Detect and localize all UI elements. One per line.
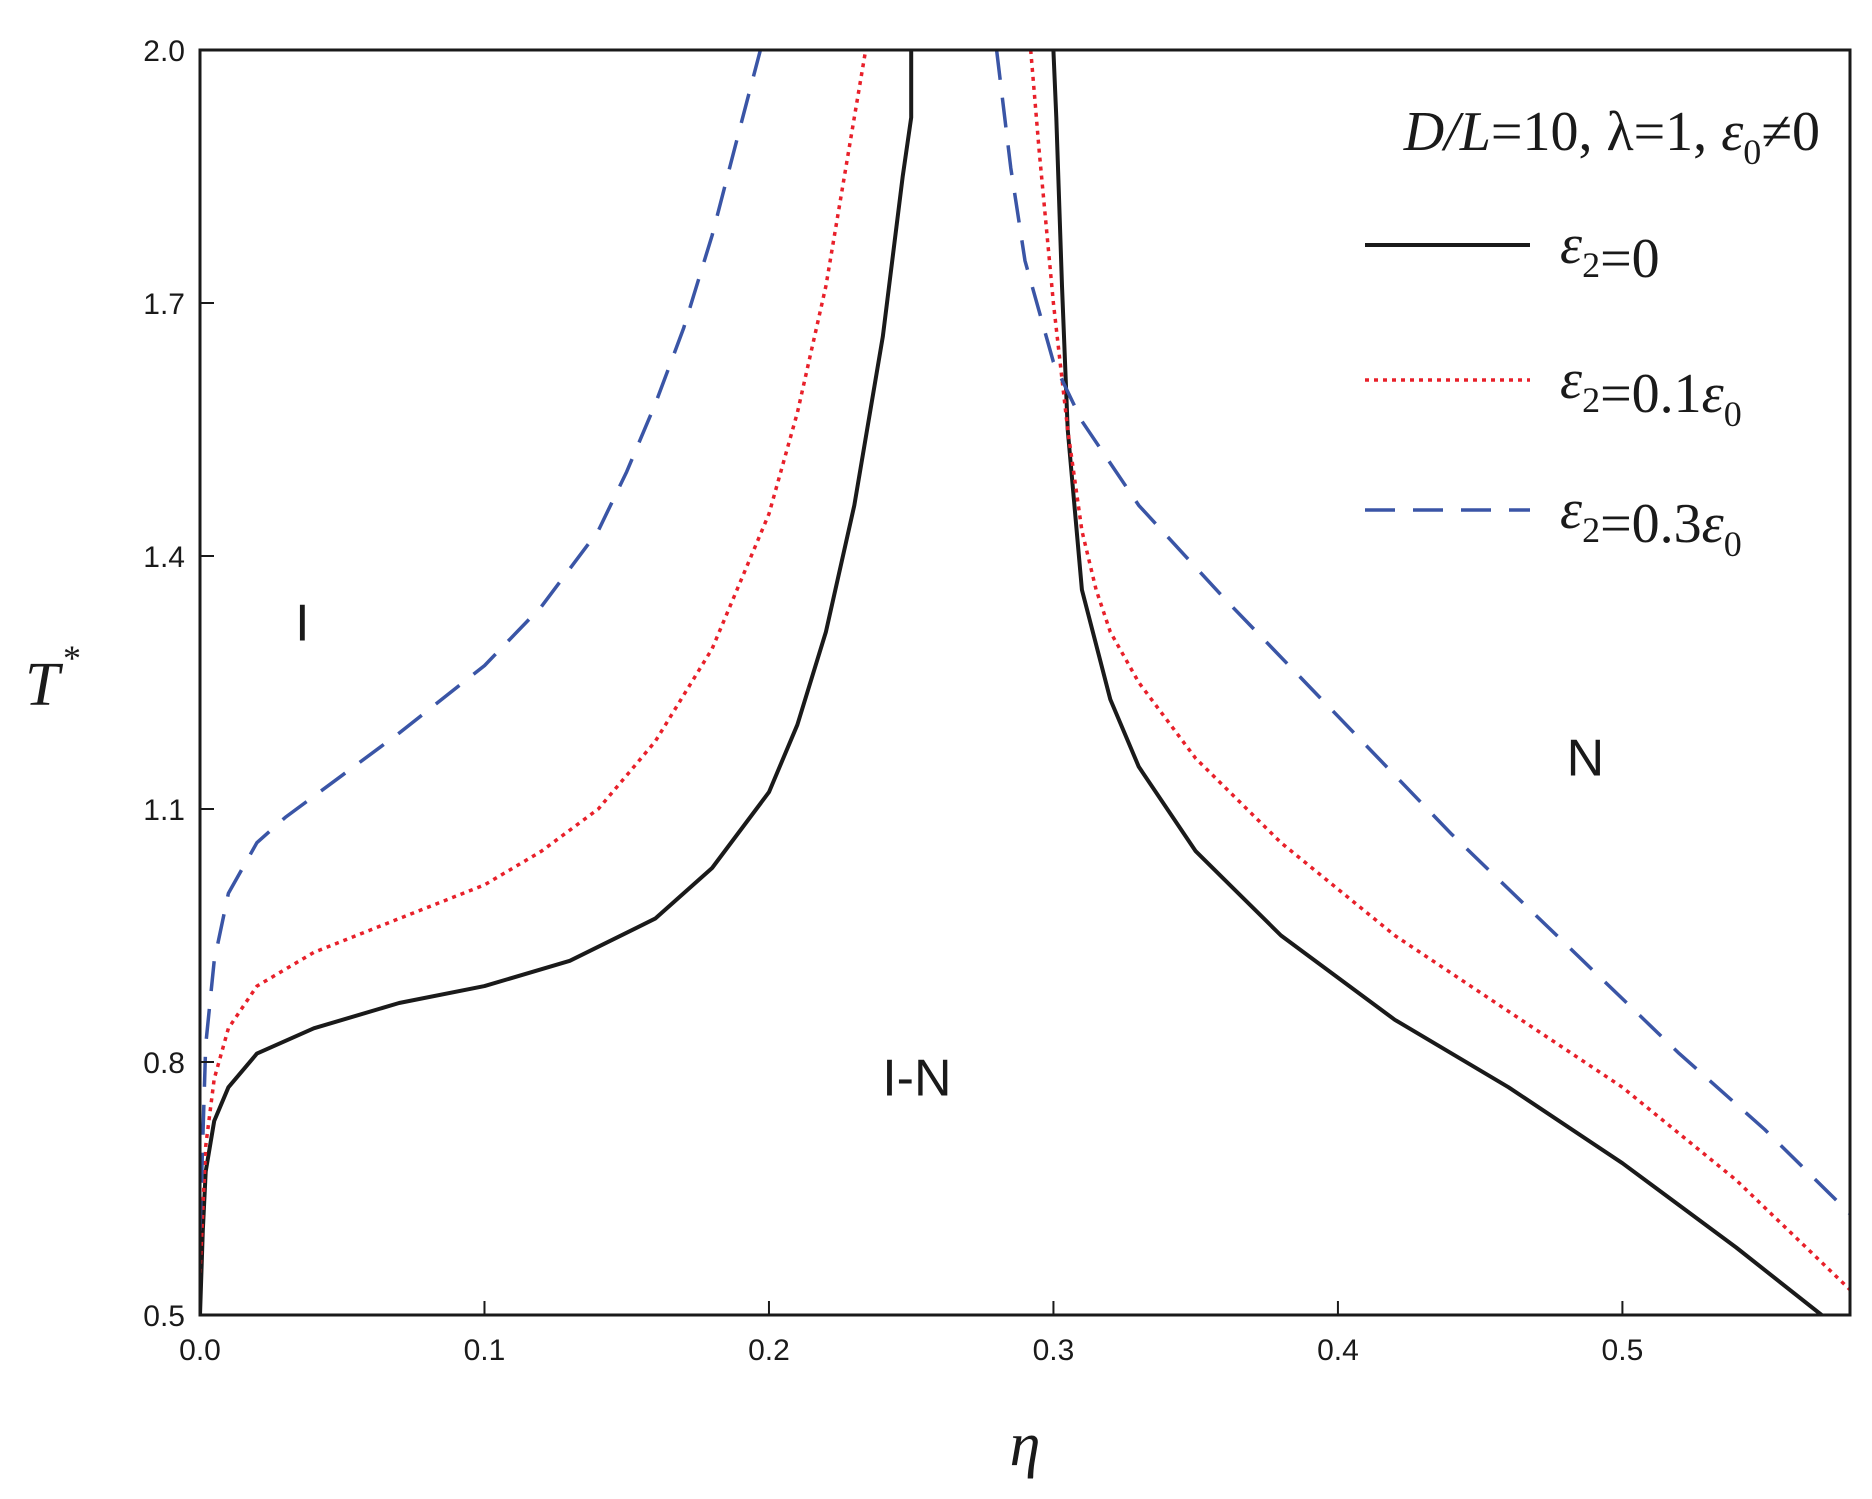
x-tick-label: 0.0 — [179, 1334, 221, 1367]
y-axis-ticks: 0.5 0.8 1.1 1.4 1.7 2.0 — [143, 35, 214, 1333]
region-label-i: I — [295, 594, 309, 652]
series-1-right-branch — [1028, 50, 1850, 1291]
y-axis-label-main: T — [25, 651, 64, 719]
x-tick-label: 0.5 — [1602, 1334, 1644, 1367]
legend-title: D/L=10, λ=1, ε0≠0 — [1403, 101, 1820, 172]
y-tick-label: 1.1 — [143, 794, 185, 827]
series-2-left-branch — [200, 50, 763, 1231]
plot-frame — [198, 48, 1852, 1317]
legend-label-1: ε2=0.1ε0 — [1560, 349, 1742, 434]
data-curves — [200, 50, 1850, 1315]
region-label-n: N — [1567, 729, 1605, 787]
region-label-i-n: I-N — [882, 1050, 951, 1108]
y-tick-label: 1.4 — [143, 541, 185, 574]
x-tick-label: 0.1 — [464, 1334, 506, 1367]
y-axis-label-star: * — [63, 638, 81, 678]
series-0-right-branch — [1051, 50, 1823, 1315]
x-axis-ticks: 0.0 0.1 0.2 0.3 0.4 0.5 — [179, 1301, 1643, 1367]
y-axis-label: T * — [25, 638, 81, 719]
y-tick-label: 0.8 — [143, 1047, 185, 1080]
series-1-left-branch — [200, 50, 868, 1273]
legend-entries: ε2=0 ε2=0.1ε0 ε2=0.3ε0 — [1365, 214, 1742, 564]
x-axis-label: η — [1010, 1411, 1041, 1479]
legend-label-2: ε2=0.3ε0 — [1560, 479, 1742, 564]
series-0-left-branch — [200, 50, 914, 1315]
y-tick-label: 2.0 — [143, 35, 185, 68]
x-tick-label: 0.2 — [748, 1334, 790, 1367]
x-tick-label: 0.4 — [1317, 1334, 1359, 1367]
region-labels: I N I-N — [295, 594, 1604, 1107]
x-tick-label: 0.3 — [1033, 1334, 1075, 1367]
y-tick-label: 1.7 — [143, 288, 185, 321]
legend: D/L=10, λ=1, ε0≠0 ε2=0 ε2=0.1ε0 ε2=0.3ε0 — [1365, 101, 1820, 564]
series-2-right-branch — [994, 50, 1850, 1216]
legend-label-0: ε2=0 — [1560, 214, 1660, 290]
y-tick-label: 0.5 — [143, 1300, 185, 1333]
